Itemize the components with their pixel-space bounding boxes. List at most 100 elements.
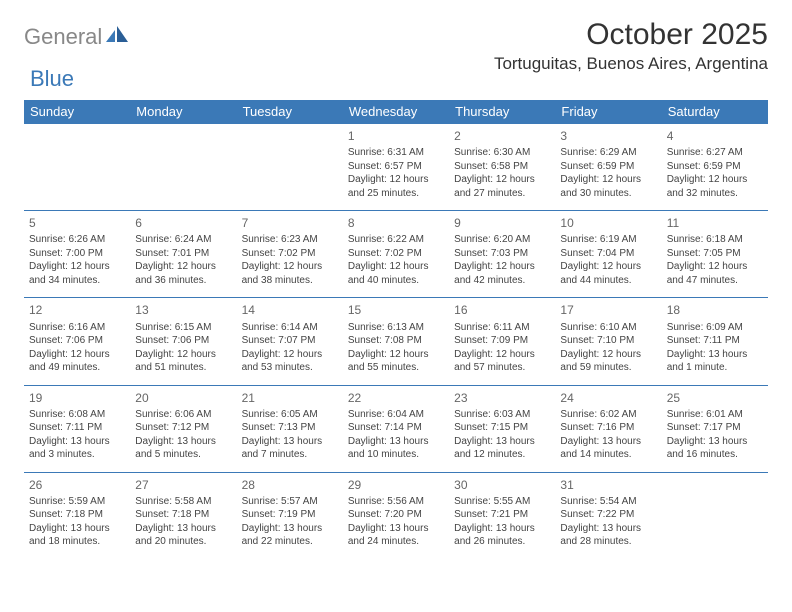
cell-daylight1: Daylight: 12 hours: [242, 348, 338, 362]
day-number: 18: [667, 302, 763, 318]
day-number: 20: [135, 390, 231, 406]
cell-sunset: Sunset: 7:12 PM: [135, 421, 231, 435]
day-number: 3: [560, 128, 656, 144]
cell-sunrise: Sunrise: 6:02 AM: [560, 408, 656, 422]
day-number: 31: [560, 477, 656, 493]
cell-daylight2: and 32 minutes.: [667, 187, 763, 201]
day-cell: 6Sunrise: 6:24 AMSunset: 7:01 PMDaylight…: [130, 211, 236, 297]
cell-daylight1: Daylight: 13 hours: [135, 522, 231, 536]
dayname-tue: Tuesday: [237, 100, 343, 124]
cell-daylight1: Daylight: 13 hours: [667, 348, 763, 362]
cell-daylight2: and 10 minutes.: [348, 448, 444, 462]
cell-daylight2: and 30 minutes.: [560, 187, 656, 201]
day-cell: 14Sunrise: 6:14 AMSunset: 7:07 PMDayligh…: [237, 298, 343, 384]
cell-daylight2: and 14 minutes.: [560, 448, 656, 462]
day-cell: 7Sunrise: 6:23 AMSunset: 7:02 PMDaylight…: [237, 211, 343, 297]
cell-daylight1: Daylight: 12 hours: [348, 260, 444, 274]
cell-sunset: Sunset: 7:08 PM: [348, 334, 444, 348]
day-number: 13: [135, 302, 231, 318]
day-number: 17: [560, 302, 656, 318]
day-cell: [662, 473, 768, 559]
day-cell: 26Sunrise: 5:59 AMSunset: 7:18 PMDayligh…: [24, 473, 130, 559]
day-number: 24: [560, 390, 656, 406]
cell-sunset: Sunset: 7:04 PM: [560, 247, 656, 261]
location-text: Tortuguitas, Buenos Aires, Argentina: [494, 54, 768, 74]
day-cell: 20Sunrise: 6:06 AMSunset: 7:12 PMDayligh…: [130, 386, 236, 472]
cell-daylight2: and 1 minute.: [667, 361, 763, 375]
cell-daylight1: Daylight: 12 hours: [454, 260, 550, 274]
day-number: 2: [454, 128, 550, 144]
day-number: 10: [560, 215, 656, 231]
day-cell: 1Sunrise: 6:31 AMSunset: 6:57 PMDaylight…: [343, 124, 449, 210]
day-cell: 9Sunrise: 6:20 AMSunset: 7:03 PMDaylight…: [449, 211, 555, 297]
cell-sunset: Sunset: 7:06 PM: [29, 334, 125, 348]
cell-daylight2: and 3 minutes.: [29, 448, 125, 462]
cell-daylight1: Daylight: 13 hours: [29, 522, 125, 536]
week-row: 1Sunrise: 6:31 AMSunset: 6:57 PMDaylight…: [24, 124, 768, 211]
cell-daylight2: and 47 minutes.: [667, 274, 763, 288]
cell-daylight2: and 51 minutes.: [135, 361, 231, 375]
cell-sunset: Sunset: 7:20 PM: [348, 508, 444, 522]
calendar-page: General October 2025 Tortuguitas, Buenos…: [0, 0, 792, 579]
cell-sunset: Sunset: 7:21 PM: [454, 508, 550, 522]
dayname-wed: Wednesday: [343, 100, 449, 124]
cell-sunrise: Sunrise: 6:31 AM: [348, 146, 444, 160]
calendar-grid: Sunday Monday Tuesday Wednesday Thursday…: [24, 100, 768, 559]
cell-daylight2: and 12 minutes.: [454, 448, 550, 462]
cell-daylight2: and 28 minutes.: [560, 535, 656, 549]
cell-sunset: Sunset: 7:00 PM: [29, 247, 125, 261]
cell-daylight1: Daylight: 13 hours: [454, 435, 550, 449]
day-cell: 23Sunrise: 6:03 AMSunset: 7:15 PMDayligh…: [449, 386, 555, 472]
day-number: 1: [348, 128, 444, 144]
day-cell: [24, 124, 130, 210]
cell-sunrise: Sunrise: 5:58 AM: [135, 495, 231, 509]
day-cell: [130, 124, 236, 210]
cell-sunset: Sunset: 6:59 PM: [560, 160, 656, 174]
day-number: 9: [454, 215, 550, 231]
cell-daylight1: Daylight: 13 hours: [667, 435, 763, 449]
cell-sunset: Sunset: 6:57 PM: [348, 160, 444, 174]
day-number: 7: [242, 215, 338, 231]
cell-sunrise: Sunrise: 6:19 AM: [560, 233, 656, 247]
cell-sunrise: Sunrise: 6:13 AM: [348, 321, 444, 335]
cell-daylight2: and 24 minutes.: [348, 535, 444, 549]
cell-daylight2: and 20 minutes.: [135, 535, 231, 549]
cell-sunset: Sunset: 7:13 PM: [242, 421, 338, 435]
week-row: 5Sunrise: 6:26 AMSunset: 7:00 PMDaylight…: [24, 211, 768, 298]
day-cell: 3Sunrise: 6:29 AMSunset: 6:59 PMDaylight…: [555, 124, 661, 210]
cell-sunset: Sunset: 7:16 PM: [560, 421, 656, 435]
cell-sunrise: Sunrise: 6:23 AM: [242, 233, 338, 247]
day-number: 8: [348, 215, 444, 231]
cell-daylight2: and 57 minutes.: [454, 361, 550, 375]
cell-daylight2: and 5 minutes.: [135, 448, 231, 462]
dayname-sun: Sunday: [24, 100, 130, 124]
day-cell: 24Sunrise: 6:02 AMSunset: 7:16 PMDayligh…: [555, 386, 661, 472]
day-cell: 22Sunrise: 6:04 AMSunset: 7:14 PMDayligh…: [343, 386, 449, 472]
day-cell: 13Sunrise: 6:15 AMSunset: 7:06 PMDayligh…: [130, 298, 236, 384]
cell-daylight1: Daylight: 13 hours: [348, 522, 444, 536]
cell-sunrise: Sunrise: 6:10 AM: [560, 321, 656, 335]
cell-daylight1: Daylight: 12 hours: [348, 348, 444, 362]
day-number: 5: [29, 215, 125, 231]
dayname-row: Sunday Monday Tuesday Wednesday Thursday…: [24, 100, 768, 124]
month-title: October 2025: [494, 18, 768, 52]
cell-sunset: Sunset: 7:01 PM: [135, 247, 231, 261]
cell-sunrise: Sunrise: 5:54 AM: [560, 495, 656, 509]
day-cell: 16Sunrise: 6:11 AMSunset: 7:09 PMDayligh…: [449, 298, 555, 384]
cell-daylight2: and 25 minutes.: [348, 187, 444, 201]
cell-sunrise: Sunrise: 6:24 AM: [135, 233, 231, 247]
cell-sunrise: Sunrise: 6:16 AM: [29, 321, 125, 335]
cell-daylight2: and 18 minutes.: [29, 535, 125, 549]
day-cell: 2Sunrise: 6:30 AMSunset: 6:58 PMDaylight…: [449, 124, 555, 210]
cell-daylight2: and 22 minutes.: [242, 535, 338, 549]
cell-sunrise: Sunrise: 6:29 AM: [560, 146, 656, 160]
day-number: 25: [667, 390, 763, 406]
cell-sunset: Sunset: 7:15 PM: [454, 421, 550, 435]
day-number: 26: [29, 477, 125, 493]
cell-daylight1: Daylight: 12 hours: [135, 260, 231, 274]
cell-daylight2: and 36 minutes.: [135, 274, 231, 288]
cell-daylight1: Daylight: 13 hours: [242, 522, 338, 536]
cell-sunrise: Sunrise: 6:04 AM: [348, 408, 444, 422]
cell-sunset: Sunset: 7:02 PM: [348, 247, 444, 261]
cell-daylight1: Daylight: 13 hours: [242, 435, 338, 449]
